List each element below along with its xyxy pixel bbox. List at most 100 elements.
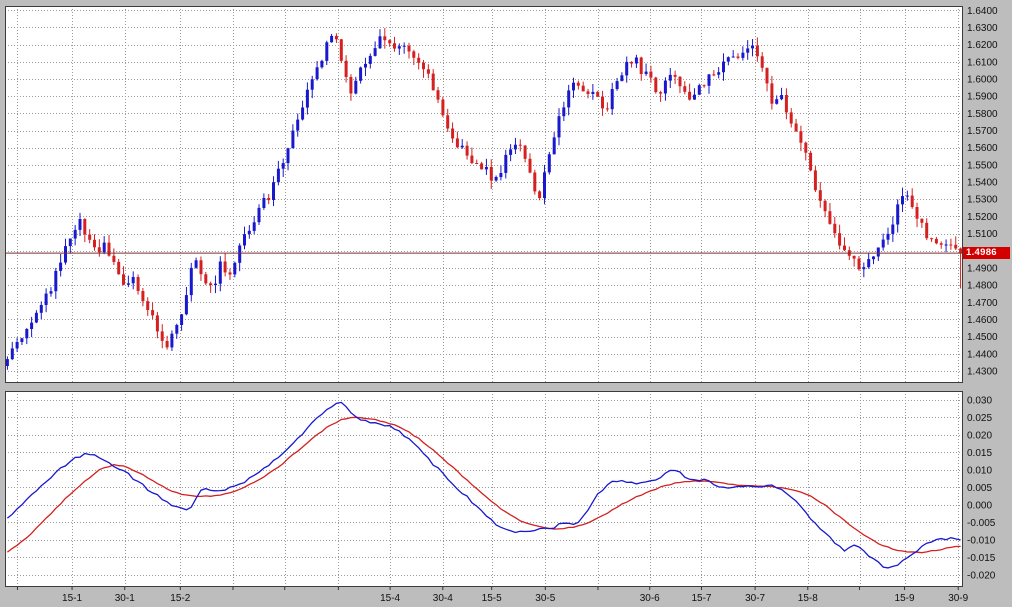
candle-body xyxy=(620,75,624,82)
candle-body xyxy=(131,277,135,284)
macd-line xyxy=(6,401,961,569)
price-axis-label: 1.6200 xyxy=(967,40,998,51)
candle-body xyxy=(102,242,106,253)
indicator-axis-label: 0.015 xyxy=(967,448,992,459)
candle-body xyxy=(601,96,604,109)
candle-body xyxy=(393,43,396,49)
price-axis-label: 1.4600 xyxy=(967,315,998,326)
candle-body xyxy=(107,242,111,256)
current-price-tag: 1.4986 xyxy=(963,247,1010,259)
candle-body xyxy=(794,123,798,132)
candle-body xyxy=(736,56,740,58)
price-axis-label: 1.4700 xyxy=(967,298,998,309)
candle-body xyxy=(243,234,246,246)
candle-body xyxy=(194,260,198,268)
candle-body xyxy=(165,341,169,348)
candle-body xyxy=(354,80,358,94)
candle-body xyxy=(223,261,227,273)
signal-line xyxy=(7,416,961,554)
candle-body xyxy=(881,239,885,248)
candle-body xyxy=(547,154,551,173)
candle-body xyxy=(823,200,827,212)
candle-body xyxy=(683,86,687,92)
candle-body xyxy=(930,238,934,240)
candle-body xyxy=(562,107,566,117)
price-axis-label: 1.4500 xyxy=(967,332,998,343)
candle-body xyxy=(538,191,542,198)
indicator-axis-label: 0.005 xyxy=(967,483,992,494)
candle-body xyxy=(397,46,401,49)
candle-body xyxy=(707,74,711,86)
candle-body xyxy=(659,92,663,94)
axis-labels: 1.6400 1.6300 1.6200 1.6100 1.6000 1.5900 1.58… xyxy=(62,6,998,604)
up-candles xyxy=(5,29,948,370)
candle-body xyxy=(876,247,880,257)
candle-body xyxy=(170,333,174,348)
candle-body xyxy=(184,295,188,315)
candle-body xyxy=(722,61,725,73)
price-axis-label: 1.4300 xyxy=(967,367,998,378)
candle-body xyxy=(73,229,77,239)
candle-body xyxy=(334,35,338,40)
candle-body xyxy=(513,144,517,150)
candle-body xyxy=(954,244,958,249)
price-axis-label: 1.5200 xyxy=(967,212,998,223)
indicator-panel[interactable] xyxy=(5,391,963,587)
candle-body xyxy=(364,63,367,68)
gridlines xyxy=(5,6,963,587)
candle-body xyxy=(189,267,193,296)
candle-body xyxy=(484,167,488,170)
indicator-axis-label: -0.015 xyxy=(967,553,996,564)
candle-body xyxy=(755,45,759,57)
candle-body xyxy=(301,107,305,120)
candle-body xyxy=(330,35,334,43)
candle-body xyxy=(857,258,861,270)
candle-body xyxy=(576,82,580,86)
candle-body xyxy=(518,144,522,146)
price-axis-label: 1.6400 xyxy=(967,6,998,17)
indicator-axis-label: -0.010 xyxy=(967,535,996,546)
candle-body xyxy=(175,325,179,334)
candle-body xyxy=(610,89,614,110)
candle-body xyxy=(228,272,232,275)
candle-body xyxy=(402,45,406,47)
candle-body xyxy=(717,72,721,75)
x-axis-label: 15-2 xyxy=(170,593,190,604)
candle-body xyxy=(925,222,929,239)
candle-body xyxy=(325,42,329,61)
indicator-axis-label: 0.020 xyxy=(967,430,992,441)
candle-body xyxy=(412,51,416,58)
price-panel[interactable] xyxy=(5,6,963,383)
current-price-tag-label: 1.4986 xyxy=(966,247,997,258)
candle-body xyxy=(344,60,348,77)
indicator-axis-label: 0.030 xyxy=(967,395,992,406)
candle-body xyxy=(959,248,963,254)
candle-body xyxy=(296,119,300,131)
candle-body xyxy=(886,233,890,240)
x-axis-label: 30-6 xyxy=(640,593,660,604)
price-axis-label: 1.6100 xyxy=(967,57,998,68)
candle-body xyxy=(238,245,242,263)
candle-body xyxy=(272,182,275,200)
candle-body xyxy=(267,198,271,201)
candle-body xyxy=(920,218,924,223)
candle-body xyxy=(765,67,769,84)
candle-body xyxy=(160,331,164,341)
candle-body xyxy=(673,74,677,77)
candle-body xyxy=(218,261,222,284)
candle-body xyxy=(460,145,464,148)
candle-body xyxy=(247,230,251,235)
candle-body xyxy=(944,244,948,246)
price-axis-label: 1.5800 xyxy=(967,109,998,120)
candle-body xyxy=(504,154,508,173)
candle-body xyxy=(605,108,609,110)
candle-body xyxy=(68,238,72,247)
candle-body xyxy=(910,195,914,207)
candle-body xyxy=(751,45,754,49)
candle-body xyxy=(339,39,343,61)
candle-body xyxy=(872,256,875,260)
candle-body xyxy=(862,267,866,270)
candle-body xyxy=(20,338,24,342)
x-axis-label: 30-5 xyxy=(535,593,555,604)
